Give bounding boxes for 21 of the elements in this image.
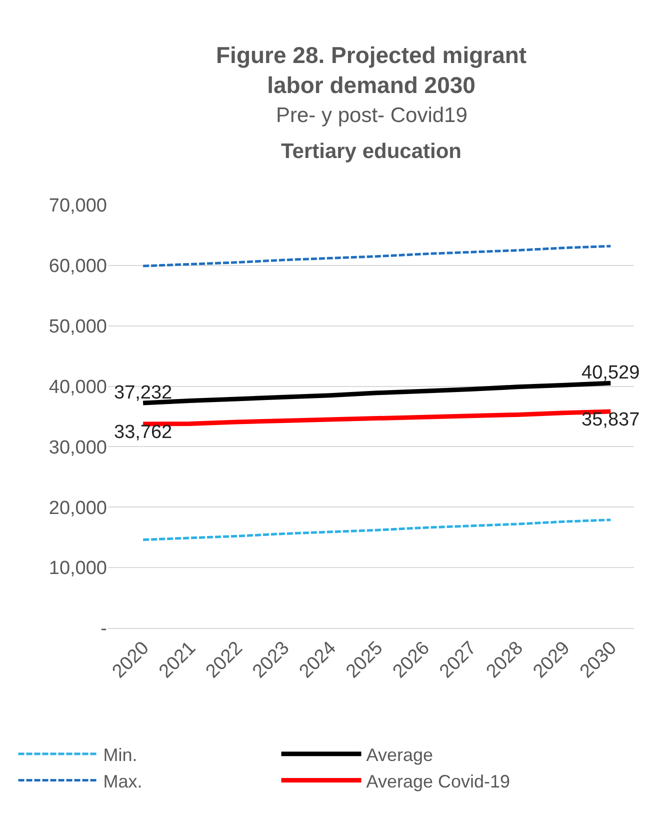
data-label: 33,762 [114,422,172,444]
legend-label: Average [366,744,433,765]
legend-label: Max. [103,771,142,792]
y-tick-label: 10,000 [48,558,107,580]
y-tick-label: 60,000 [48,256,107,278]
chart-subtitle: Pre- y post- Covid19 [276,104,468,127]
y-tick-label: 70,000 [48,196,107,217]
data-label: 40,529 [582,362,640,384]
y-tick-label: 20,000 [48,498,107,519]
line-series [142,244,612,268]
text: Tertiary education [281,140,462,163]
legend-label: Average Covid-19 [366,771,510,792]
y-tick-label: 30,000 [48,437,107,458]
line-series [142,518,612,542]
y-tick-label: - [100,618,107,640]
y-tick-label: 40,000 [48,376,107,398]
chart-title: Figure 28. Projected migrant labor demand 2030 [216,42,527,98]
data-label: 37,232 [114,382,172,404]
legend-label: Min. [103,744,138,765]
data-label: 35,837 [582,410,640,431]
y-tick-label: 50,000 [48,316,107,338]
